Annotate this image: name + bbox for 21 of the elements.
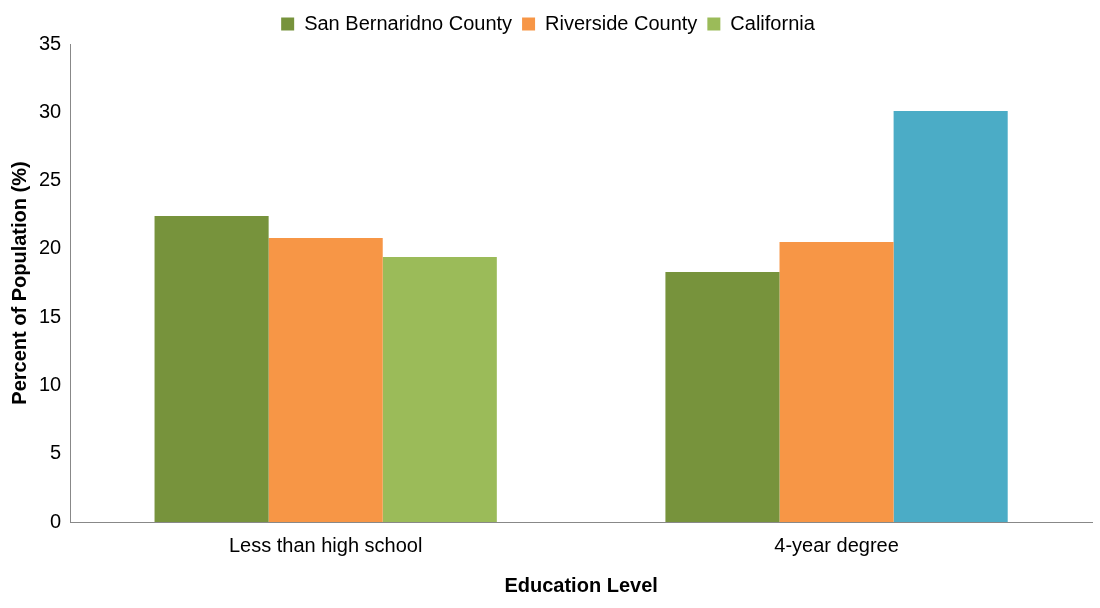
y-tick-label: 15: [39, 304, 62, 327]
bar: [893, 110, 1008, 522]
y-tick-label: 0: [50, 509, 62, 532]
y-tick-label: 35: [39, 31, 62, 54]
y-axis-title: Percent of Population (%): [7, 161, 30, 405]
bar: [268, 237, 383, 522]
bar: [382, 257, 497, 522]
x-tick-label: 4-year degree: [774, 533, 899, 556]
y-tick-label: 5: [50, 441, 62, 464]
x-tick-label: Less than high school: [228, 533, 423, 556]
y-tick-label: 20: [39, 236, 62, 259]
y-tick-label: 30: [39, 99, 62, 122]
y-tick-label: 25: [39, 168, 62, 191]
bar: [154, 216, 269, 522]
bar: [665, 272, 780, 522]
legend-label: California: [730, 11, 816, 34]
legend-label: Riverside County: [545, 11, 698, 34]
y-tick-label: 10: [39, 372, 62, 395]
x-axis-title: Education Level: [504, 573, 658, 596]
legend-label: San Bernaridno County: [304, 11, 513, 34]
bar: [779, 242, 894, 522]
